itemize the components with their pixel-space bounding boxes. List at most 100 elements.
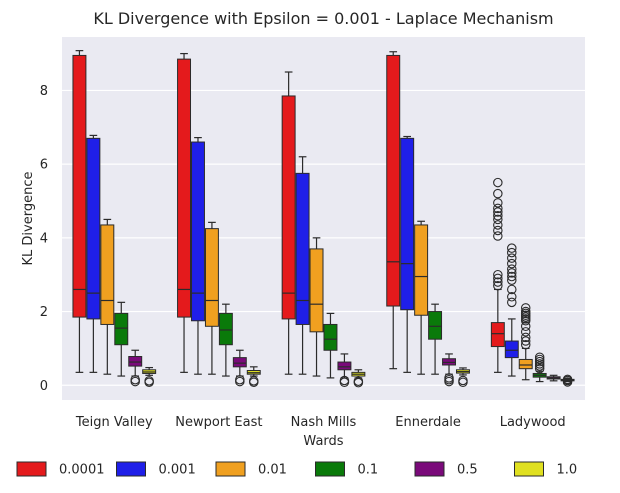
y-axis-label: KL Divergence [21,172,36,266]
y-tick-label: 8 [40,84,48,99]
x-tick-label: Ladywood [500,415,566,430]
legend-swatch [16,461,47,477]
series-0.1 [114,301,547,383]
legend-swatch [315,461,345,477]
box-0.001-teign-valley [86,137,101,320]
legend-swatch [414,461,445,477]
box-0.01-nash-mills [309,248,324,333]
outlier-point [520,327,531,337]
outlier-point [493,225,503,236]
outlier-point [507,268,517,278]
outlier-point [520,336,531,346]
legend-swatch [514,461,544,477]
outlier-point [520,339,531,350]
outlier-point [493,231,503,241]
outlier-point [493,277,503,287]
outlier-point [493,188,503,199]
outlier-point [520,306,531,317]
legend: 0.0001 0.001 0.01 0.1 0.5 1.0 [16,461,578,478]
y-tick-label: 2 [40,305,48,320]
outlier-point [520,321,531,332]
box-0.001-nash-mills [295,172,310,325]
series-0.01 [100,218,533,381]
outlier-point [493,207,503,217]
outlier-point [493,177,503,188]
x-axis-ticks: Teign Valley Newport East Nash Mills Ennerd… [75,415,566,430]
outlier-point [507,275,517,285]
box-0.001-ladywood [504,340,519,359]
box-0.0001-newport-east [177,58,192,318]
x-tick-label: Ennerdale [395,415,461,430]
outlier-point [144,376,154,386]
series-0.001 [86,134,519,377]
outlier-point [493,203,503,214]
legend-item-1.0: 1.0 [514,461,578,478]
legend-label: 0.1 [358,463,379,478]
series-0.5 [128,349,561,388]
box-0.01-ennerdale [414,224,429,316]
outlier-point [353,376,364,386]
outlier-point [562,374,573,385]
chart-title: KL Divergence with Epsilon = 0.001 - Lap… [93,9,553,28]
box-0.5-teign-valley [128,356,143,367]
outlier-point [235,374,245,385]
box-0.5-newport-east [232,357,247,368]
box-0.5-nash-mills [337,361,352,371]
outlier-point [493,210,503,221]
y-tick-label: 4 [40,231,48,246]
legend-label: 0.01 [258,463,287,478]
series-1.0 [142,366,575,388]
x-axis-label: Wards [303,434,343,449]
outlier-point [507,258,517,269]
legend-label: 0.5 [457,463,478,478]
legend-label: 0.001 [159,463,196,478]
outlier-point [507,264,517,274]
outlier-point [493,214,503,225]
legend-swatch [215,461,246,477]
box-0.0001-ennerdale [386,54,401,307]
outlier-point [493,273,503,284]
x-tick-label: Newport East [175,415,262,430]
outlier-point [507,284,517,295]
legend-item-0.0001: 0.0001 [16,461,105,478]
y-tick-label: 6 [40,158,48,173]
box-0.1-nash-mills [323,323,338,351]
outlier-point [493,281,503,291]
legend-item-0.1: 0.1 [315,461,379,478]
outlier-point [493,220,503,230]
outlier-point [507,297,517,308]
legend-label: 0.0001 [59,463,105,478]
box-0.001-newport-east [191,141,205,322]
outlier-point [507,243,517,253]
outlier-point [339,375,350,386]
box-0.001-ennerdale [400,137,415,311]
outlier-point [507,292,517,302]
outlier-point [507,253,517,263]
y-axis-ticks: 0 2 4 6 8 [40,84,48,394]
outlier-point [249,376,259,386]
box-0.01-ladywood [518,358,533,370]
outlier-point [520,303,531,313]
outlier-point [444,373,454,383]
box-0.1-newport-east [218,312,233,346]
box-plot-series [72,50,575,388]
box-0.0001-ladywood [490,322,505,348]
outlier-point [493,269,503,280]
legend-item-0.001: 0.001 [116,461,196,478]
series-0.0001 [72,50,505,375]
outlier-point [520,332,531,343]
box-0.01-teign-valley [100,224,115,325]
outlier-point [507,247,517,258]
outlier-point [493,198,503,208]
legend-item-0.01: 0.01 [215,461,287,478]
box-0.0001-teign-valley [72,54,87,318]
legend-swatch [116,461,146,477]
box-0.1-ennerdale [428,311,443,340]
outlier-point [130,374,140,385]
legend-label: 1.0 [557,463,578,478]
outlier-point [458,375,468,386]
box-0.1-teign-valley [114,312,129,346]
x-tick-label: Teign Valley [75,415,153,430]
box-0.0001-nash-mills [281,95,296,320]
